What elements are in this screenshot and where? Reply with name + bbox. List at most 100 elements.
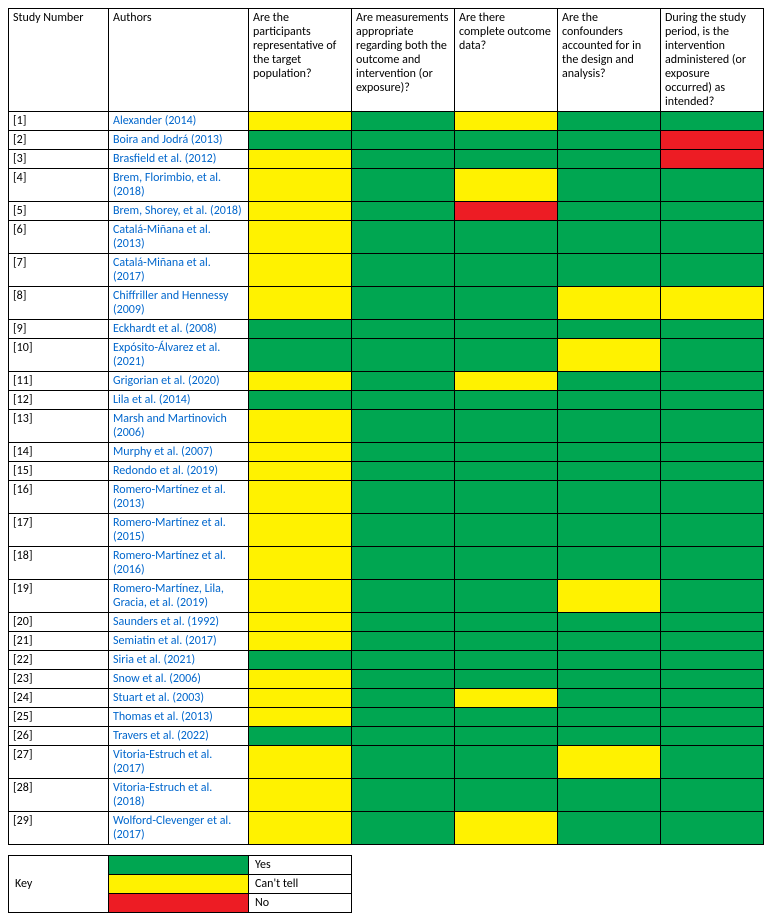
rating-cell: [455, 443, 558, 462]
table-row: [22]Siria et al. (2021): [9, 651, 764, 670]
table-row: [15] Redondo et al. (2019): [9, 462, 764, 481]
author-link[interactable]: Boira and Jodrá (2013): [113, 133, 223, 147]
author-link[interactable]: Grigorian et al. (2020): [113, 374, 220, 388]
author-cell: Eckhardt et al. (2008): [109, 320, 249, 339]
author-cell: Brem, Shorey, et al. (2018): [109, 202, 249, 221]
table-row: [8]Chiffriller and Hennessy (2009): [9, 287, 764, 320]
author-link[interactable]: Romero-Martínez et al. (2016): [113, 549, 226, 577]
rating-cell: [661, 131, 764, 150]
rating-cell: [558, 727, 661, 746]
rating-cell: [352, 514, 455, 547]
author-link[interactable]: Marsh and Martinovich (2006): [113, 412, 227, 440]
rating-cell: [455, 462, 558, 481]
study-number-cell: [15]: [9, 462, 109, 481]
rating-cell: [455, 613, 558, 632]
rating-cell: [352, 339, 455, 372]
table-row: [11]Grigorian et al. (2020): [9, 372, 764, 391]
table-row: [27]Vitoria-Estruch et al. (2017): [9, 746, 764, 779]
author-cell: Romero-Martínez et al. (2015): [109, 514, 249, 547]
rating-cell: [249, 221, 352, 254]
author-link[interactable]: Semiatin et al. (2017): [113, 634, 217, 648]
study-number-cell: [16]: [9, 481, 109, 514]
author-link[interactable]: Stuart et al. (2003): [113, 691, 204, 705]
header-q4: Are the confounders accounted for in the…: [558, 9, 661, 112]
rating-cell: [249, 254, 352, 287]
rating-cell: [352, 131, 455, 150]
author-cell: Alexander (2014): [109, 112, 249, 131]
author-link[interactable]: Romero-Martínez et al. (2013): [113, 483, 226, 511]
author-link[interactable]: Travers et al. (2022): [113, 729, 209, 743]
author-link[interactable]: Expósito-Álvarez et al. (2021): [113, 341, 220, 369]
rating-cell: [352, 670, 455, 689]
study-number-cell: [18]: [9, 547, 109, 580]
header-authors: Authors: [109, 9, 249, 112]
author-link[interactable]: Chiffriller and Hennessy (2009): [113, 289, 228, 317]
author-link[interactable]: Vitoria-Estruch et al. (2017): [113, 748, 212, 776]
author-link[interactable]: Lila et al. (2014): [113, 393, 191, 407]
legend-swatch-cant-tell: [109, 875, 249, 894]
rating-cell: [661, 580, 764, 613]
author-link[interactable]: Brem, Florimbio, et al. (2018): [113, 171, 221, 199]
rating-cell: [455, 632, 558, 651]
study-number-cell: [21]: [9, 632, 109, 651]
author-link[interactable]: Siria et al. (2021): [113, 653, 195, 667]
study-number-cell: [4]: [9, 169, 109, 202]
author-link[interactable]: Wolford-Clevenger et al. (2017): [113, 814, 231, 842]
rating-cell: [455, 131, 558, 150]
study-number-cell: [14]: [9, 443, 109, 462]
author-link[interactable]: Thomas et al. (2013): [113, 710, 213, 724]
rating-cell: [249, 670, 352, 689]
author-link[interactable]: Catalá-Miñana et al. (2017): [113, 256, 211, 284]
author-link[interactable]: Vitoria-Estruch et al. (2018): [113, 781, 212, 809]
header-row: Study Number Authors Are the participant…: [9, 9, 764, 112]
rating-cell: [249, 462, 352, 481]
author-link[interactable]: Catalá-Miñana et al. (2013): [113, 223, 211, 251]
author-link[interactable]: Snow et al. (2006): [113, 672, 201, 686]
author-link[interactable]: Brem, Shorey, et al. (2018): [113, 204, 242, 218]
author-link[interactable]: Romero-Martínez, Lila, Gracia, et al. (2…: [113, 582, 224, 610]
author-link[interactable]: Alexander (2014): [113, 114, 196, 128]
author-link[interactable]: Romero-Martínez et al. (2015): [113, 516, 226, 544]
author-link[interactable]: Redondo et al. (2019): [113, 464, 218, 478]
header-study-number: Study Number: [9, 9, 109, 112]
rating-cell: [661, 339, 764, 372]
rating-cell: [249, 287, 352, 320]
author-link[interactable]: Murphy et al. (2007): [113, 445, 213, 459]
rating-cell: [249, 202, 352, 221]
rating-cell: [249, 339, 352, 372]
study-number-cell: [2]: [9, 131, 109, 150]
rating-cell: [352, 462, 455, 481]
rating-cell: [352, 254, 455, 287]
rating-cell: [661, 287, 764, 320]
author-link[interactable]: Saunders et al. (1992): [113, 615, 219, 629]
author-cell: Romero-Martínez, Lila, Gracia, et al. (2…: [109, 580, 249, 613]
rating-cell: [661, 632, 764, 651]
study-number-cell: [6]: [9, 221, 109, 254]
rating-cell: [455, 169, 558, 202]
rating-cell: [249, 481, 352, 514]
quality-assessment-table: Study Number Authors Are the participant…: [8, 8, 764, 845]
rating-cell: [352, 651, 455, 670]
rating-cell: [558, 254, 661, 287]
rating-cell: [249, 689, 352, 708]
study-number-cell: [17]: [9, 514, 109, 547]
rating-cell: [558, 462, 661, 481]
rating-cell: [661, 150, 764, 169]
author-link[interactable]: Brasfield et al. (2012): [113, 152, 216, 166]
rating-cell: [558, 580, 661, 613]
author-cell: Brasfield et al. (2012): [109, 150, 249, 169]
rating-cell: [249, 580, 352, 613]
rating-cell: [558, 689, 661, 708]
table-row: [26]Travers et al. (2022): [9, 727, 764, 746]
table-row: [21] Semiatin et al. (2017): [9, 632, 764, 651]
rating-cell: [661, 514, 764, 547]
rating-cell: [352, 632, 455, 651]
rating-cell: [455, 689, 558, 708]
table-row: [28]Vitoria-Estruch et al. (2018): [9, 779, 764, 812]
author-cell: Thomas et al. (2013): [109, 708, 249, 727]
author-link[interactable]: Eckhardt et al. (2008): [113, 322, 217, 336]
rating-cell: [352, 708, 455, 727]
rating-cell: [558, 708, 661, 727]
rating-cell: [352, 727, 455, 746]
rating-cell: [661, 651, 764, 670]
